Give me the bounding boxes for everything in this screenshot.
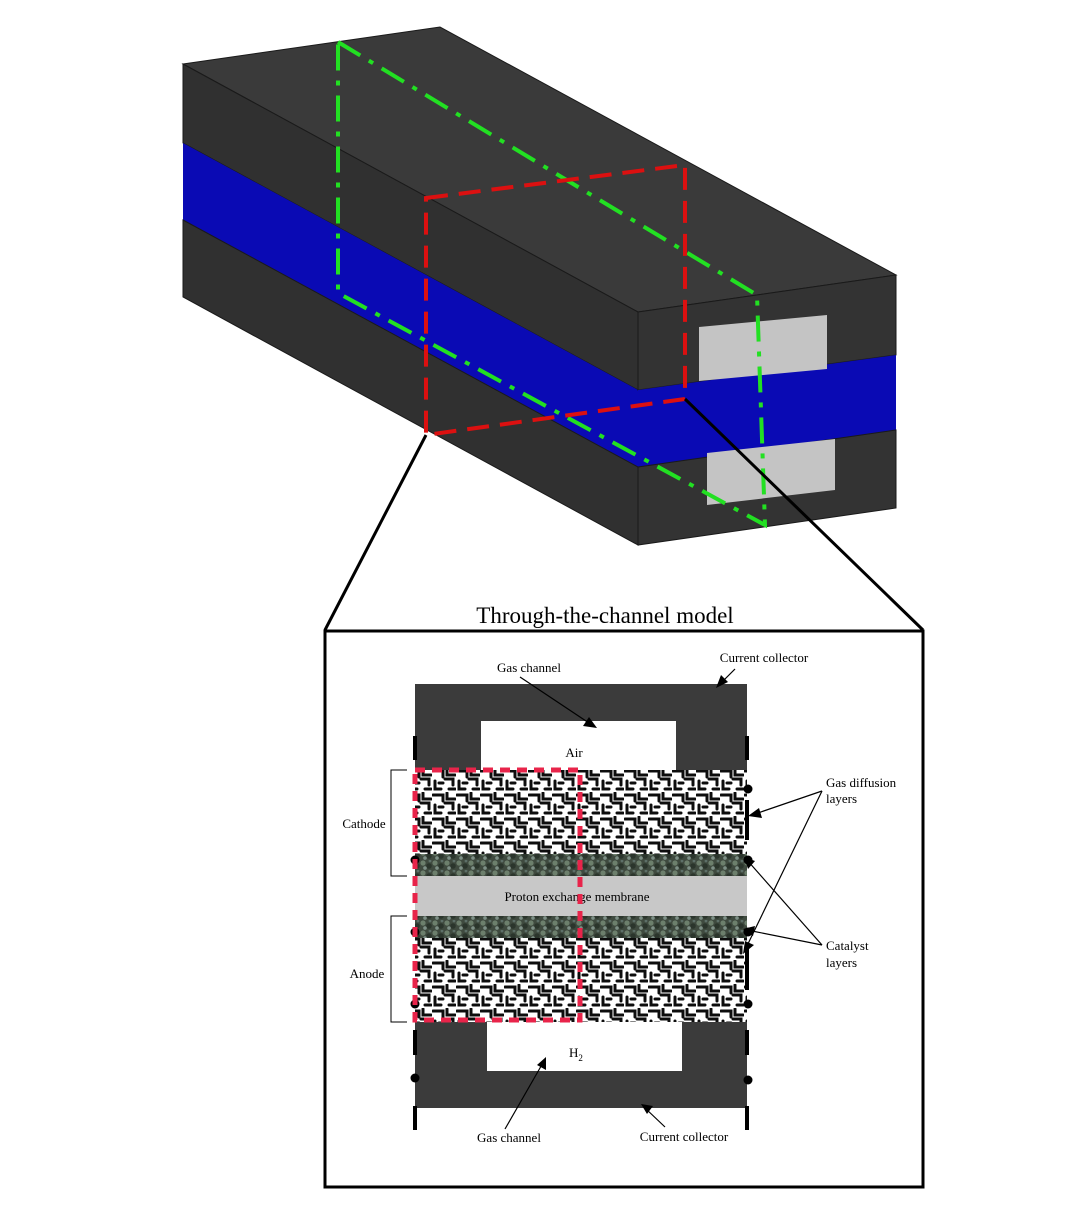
air-label: Air xyxy=(565,745,583,760)
fuel-cell-3d-block xyxy=(181,26,898,546)
gas-channel-bottom-label: Gas channel xyxy=(477,1130,541,1145)
arrow-heads xyxy=(537,675,762,1114)
h2-label-subscript: 2 xyxy=(578,1053,583,1063)
catalyst-label-line1: Catalyst xyxy=(826,938,869,953)
top-gas-channel xyxy=(481,721,676,770)
h2-label: H2 xyxy=(569,1045,583,1063)
pink-dashed-region xyxy=(412,767,583,1023)
bottom-gas-channel xyxy=(487,1022,682,1071)
catalyst-label-line2: layers xyxy=(826,955,857,970)
gas-channel-top-label: Gas channel xyxy=(497,660,561,675)
cathode-bracket xyxy=(390,769,407,877)
block-side-membrane xyxy=(183,143,638,467)
membrane-label: Proton exchange membrane xyxy=(504,889,649,904)
block-bottom-gas-channel xyxy=(707,439,835,505)
inset-title: Through-the-channel model xyxy=(476,603,733,628)
green-cut-plane-outline xyxy=(336,38,768,529)
h2-label-main: H xyxy=(569,1045,578,1060)
gas-diffusion-label-line2: layers xyxy=(826,791,857,806)
anode-catalyst-layer xyxy=(415,916,747,938)
cathode-label: Cathode xyxy=(342,816,386,831)
anode-bracket xyxy=(390,915,407,1023)
gas-diffusion-label-line1: Gas diffusion xyxy=(826,775,897,790)
current-collector-top-label: Current collector xyxy=(720,650,809,665)
boundary-markers xyxy=(413,736,749,1130)
current-collector-bottom-label: Current collector xyxy=(640,1129,729,1144)
zoom-line-left xyxy=(323,434,428,631)
block-top-gas-channel xyxy=(699,315,827,381)
zoom-line-right xyxy=(683,397,925,632)
anode-label: Anode xyxy=(350,966,385,981)
